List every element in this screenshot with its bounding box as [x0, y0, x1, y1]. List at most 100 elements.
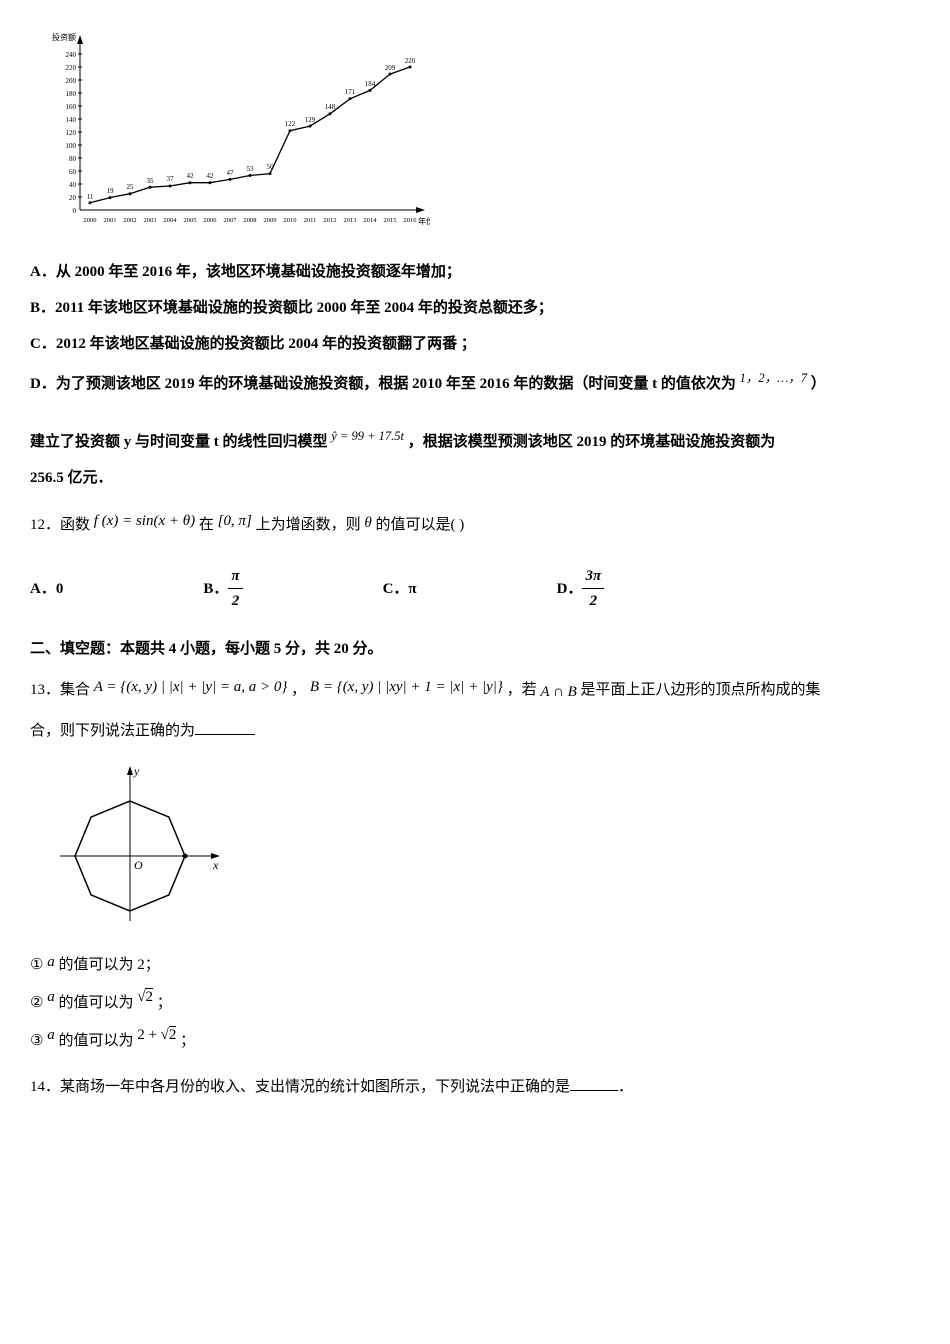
svg-text:2002: 2002 [124, 217, 137, 224]
svg-text:100: 100 [66, 142, 77, 150]
investment-chart: 投资额 年份 0 20 40 60 80 100 120 140 160 180… [30, 30, 920, 240]
octagon-figure: y x O [50, 761, 920, 931]
q13-set-b: B = {(x, y) | |xy| + 1 = |x| + |y|} [310, 679, 503, 695]
svg-text:2001: 2001 [104, 217, 117, 224]
option-d-part3: 256.5 亿元． [30, 466, 920, 490]
q12-d-label: D． [557, 577, 583, 601]
q12-interval: [0, π] [218, 513, 252, 529]
svg-text:2004: 2004 [164, 217, 178, 224]
q12-d-num: 3π [582, 564, 604, 589]
q13-mid: ，若 [507, 682, 537, 698]
svg-text:2010: 2010 [284, 217, 297, 224]
q13-end2: 合，则下列说法正确的为 [30, 723, 195, 739]
svg-text:220: 220 [66, 64, 77, 72]
svg-text:148: 148 [325, 103, 336, 111]
stmt3-val: 2 + √2 [137, 1027, 176, 1043]
stmt3-a: a [47, 1027, 55, 1043]
section-2-header: 二、填空题：本题共 4 小题，每小题 5 分，共 20 分。 [30, 637, 920, 661]
y-label: y [133, 764, 140, 778]
x-ticks: 2000 2001 2002 2003 2004 2005 2006 2007 … [84, 217, 418, 224]
svg-text:60: 60 [69, 168, 77, 176]
svg-text:2003: 2003 [144, 217, 157, 224]
option-d-part1: D．为了预测该地区 2019 年的环境基础设施投资额，根据 2010 年至 20… [30, 368, 920, 396]
svg-text:47: 47 [227, 169, 235, 177]
stmt1-a: a [47, 954, 55, 970]
option-d-paren: ） [811, 376, 826, 392]
question-13: 13．集合 A = {(x, y) | |x| + |y| = a, a > 0… [30, 675, 920, 705]
option-d-text1: D．为了预测该地区 2019 年的环境基础设施投资额，根据 2010 年至 20… [30, 376, 736, 392]
q12-function: f (x) = sin(x + θ) [94, 513, 195, 529]
q12-end: 的值可以是( ) [375, 517, 464, 533]
statement-2: ② a 的值可以为 √2 ； [30, 991, 920, 1015]
question-14: 14．某商场一年中各月份的收入、支出情况的统计如图所示，下列说法中正确的是． [30, 1075, 920, 1099]
question-12: 12．函数 f (x) = sin(x + θ) 在 [0, π] 上为增函数，… [30, 504, 920, 546]
option-a: A．从 2000 年至 2016 年，该地区环境基础设施投资额逐年增加； [30, 260, 920, 284]
svg-text:42: 42 [207, 172, 215, 180]
svg-text:40: 40 [69, 181, 77, 189]
statement-1: ① a 的值可以为 2； [30, 953, 920, 977]
q12-option-a: A．0 [30, 564, 63, 613]
svg-text:2008: 2008 [244, 217, 257, 224]
svg-text:209: 209 [385, 64, 396, 72]
y-axis-label: 投资额 [52, 32, 76, 42]
circled-1: ① [30, 953, 43, 977]
q13-comma1: ， [291, 682, 306, 698]
svg-text:122: 122 [285, 120, 296, 128]
svg-text:2007: 2007 [224, 217, 238, 224]
q12-b-label: B． [203, 577, 228, 601]
svg-text:56: 56 [267, 163, 275, 171]
svg-text:2015: 2015 [384, 217, 397, 224]
q12-b-den: 2 [228, 589, 242, 613]
q12-d-den: 2 [582, 589, 604, 613]
svg-text:2013: 2013 [344, 217, 357, 224]
svg-text:2016: 2016 [404, 217, 418, 224]
q12-option-c: C．π [383, 564, 417, 613]
data-points [89, 66, 412, 205]
stmt2-a: a [47, 989, 55, 1005]
stmt2-sqrt2: √2 [137, 989, 153, 1005]
stmt3-end: ； [180, 1033, 195, 1049]
regression-formula: ŷ = 99 + 17.5t [331, 429, 404, 443]
q13-line2: 合，则下列说法正确的为 [30, 719, 920, 743]
svg-text:184: 184 [365, 80, 376, 88]
svg-text:120: 120 [66, 129, 77, 137]
q12-mid1: 在 [199, 517, 214, 533]
q13-a-intersect-b: A ∩ B [540, 684, 576, 700]
q12-mid2: 上为增函数，则 [256, 517, 361, 533]
svg-text:2005: 2005 [184, 217, 197, 224]
q12-theta: θ [364, 515, 371, 531]
svg-text:2011: 2011 [304, 217, 317, 224]
q12-b-num: π [228, 564, 242, 589]
svg-text:25: 25 [127, 183, 135, 191]
statement-3: ③ a 的值可以为 2 + √2 ； [30, 1029, 920, 1053]
svg-text:180: 180 [66, 90, 77, 98]
option-d-seq: 1，2，…，7 [740, 371, 807, 385]
svg-text:35: 35 [147, 177, 155, 185]
svg-text:0: 0 [73, 207, 77, 215]
q14-text: 14．某商场一年中各月份的收入、支出情况的统计如图所示，下列说法中正确的是 [30, 1079, 570, 1095]
origin-label: O [134, 858, 143, 872]
option-d-text2a: 建立了投资额 y 与时间变量 t 的线性回归模型 [30, 434, 328, 450]
q12-prefix: 12．函数 [30, 517, 90, 533]
q14-blank [570, 1076, 618, 1091]
svg-text:2014: 2014 [364, 217, 378, 224]
q12-option-b: B． π 2 [203, 564, 242, 613]
svg-text:20: 20 [69, 194, 77, 202]
stmt2-end: ； [157, 995, 172, 1011]
option-b: B．2011 年该地区环境基础设施的投资额比 2000 年至 2004 年的投资… [30, 296, 920, 320]
svg-text:140: 140 [66, 116, 77, 124]
option-d-text2b: ，根据该模型预测该地区 2019 的环境基础设施投资额为 [408, 434, 776, 450]
option-d-part2: 建立了投资额 y 与时间变量 t 的线性回归模型 ŷ = 99 + 17.5t … [30, 426, 920, 454]
svg-text:19: 19 [107, 187, 115, 195]
q12-option-d: D． 3π 2 [557, 564, 605, 613]
option-c: C．2012 年该地区基础设施的投资额比 2004 年的投资额翻了两番 ； [30, 332, 920, 356]
svg-text:160: 160 [66, 103, 77, 111]
circled-3: ③ [30, 1029, 43, 1053]
svg-text:11: 11 [87, 193, 94, 201]
x-axis-label: 年份 [418, 216, 430, 226]
svg-text:2009: 2009 [264, 217, 277, 224]
svg-text:80: 80 [69, 155, 77, 163]
svg-text:171: 171 [345, 88, 356, 96]
q13-prefix: 13．集合 [30, 682, 90, 698]
value-labels: 11 19 25 35 37 42 42 47 53 56 122 129 14… [87, 57, 416, 201]
